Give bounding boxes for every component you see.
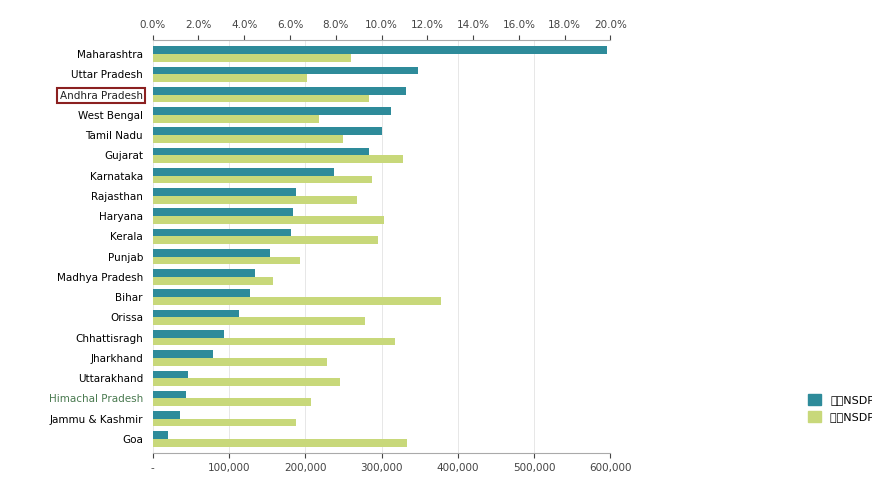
Bar xyxy=(153,67,419,74)
Bar xyxy=(153,147,370,155)
Bar xyxy=(153,196,358,204)
Bar xyxy=(153,310,239,317)
Bar xyxy=(153,216,384,224)
Bar xyxy=(153,135,344,143)
Bar xyxy=(153,269,255,277)
Bar xyxy=(153,289,250,297)
Legend: 명목NSDP, 실질NSDP CAGR (FY04-08): 명목NSDP, 실질NSDP CAGR (FY04-08) xyxy=(803,389,872,427)
Bar xyxy=(153,371,188,378)
Bar xyxy=(153,176,372,183)
Bar xyxy=(153,338,395,346)
Bar xyxy=(153,54,351,62)
Bar xyxy=(153,95,369,102)
Bar xyxy=(153,330,223,338)
Bar xyxy=(153,74,308,82)
Bar xyxy=(153,115,319,123)
Bar xyxy=(153,237,378,244)
Bar xyxy=(153,317,364,325)
Bar xyxy=(153,87,406,95)
Bar xyxy=(153,46,607,54)
Bar xyxy=(153,188,296,196)
Bar xyxy=(153,297,441,305)
Bar xyxy=(153,168,334,176)
Bar xyxy=(153,419,296,426)
Bar xyxy=(153,277,273,284)
Bar xyxy=(153,127,382,135)
Bar xyxy=(153,439,406,447)
Bar xyxy=(153,107,391,115)
Bar xyxy=(153,358,327,366)
Bar xyxy=(153,391,187,398)
Bar xyxy=(153,378,340,386)
Bar xyxy=(153,398,311,406)
Bar xyxy=(153,229,290,237)
Bar xyxy=(153,155,403,163)
Bar xyxy=(153,411,181,419)
Bar xyxy=(153,431,167,439)
Bar xyxy=(153,249,270,256)
Bar xyxy=(153,209,293,216)
Bar xyxy=(153,256,300,264)
Bar xyxy=(153,350,213,358)
